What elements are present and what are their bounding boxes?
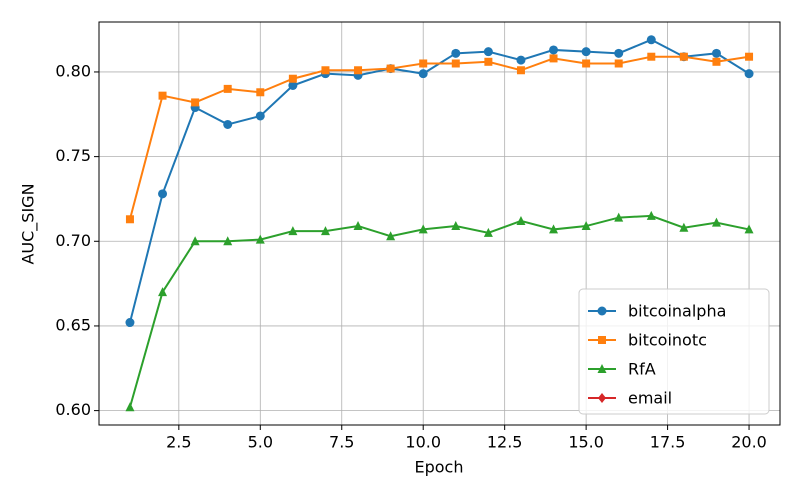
x-tick-label: 7.5 — [329, 433, 354, 452]
legend-label: bitcoinotc — [628, 331, 707, 350]
marker — [711, 217, 721, 227]
marker — [451, 59, 460, 68]
marker — [516, 55, 526, 65]
marker — [223, 236, 233, 246]
y-tick-label: 0.60 — [55, 400, 91, 419]
x-tick-label: 10.0 — [405, 433, 441, 452]
series-line — [128, 38, 750, 323]
marker — [614, 212, 624, 222]
marker — [353, 221, 363, 231]
marker — [679, 222, 689, 232]
y-tick-label: 0.70 — [55, 231, 91, 250]
x-tick-label: 15.0 — [568, 433, 604, 452]
marker — [321, 66, 330, 75]
marker — [418, 69, 428, 79]
marker — [597, 364, 607, 373]
marker — [288, 226, 298, 236]
marker — [598, 393, 606, 403]
marker — [125, 402, 135, 412]
y-tick-label: 0.75 — [55, 146, 91, 165]
marker — [158, 287, 168, 297]
legend-label: email — [628, 389, 672, 408]
marker — [712, 57, 721, 66]
marker — [484, 57, 493, 66]
marker — [125, 318, 135, 328]
marker — [190, 236, 200, 246]
marker — [581, 47, 591, 57]
marker — [614, 48, 624, 58]
marker — [744, 224, 754, 234]
marker — [255, 111, 265, 121]
marker — [597, 306, 607, 316]
marker — [451, 221, 461, 231]
marker — [581, 221, 591, 231]
plot-frame — [98, 21, 781, 426]
marker — [256, 88, 265, 97]
y-axis-label: AUC_SIGN — [19, 183, 39, 264]
marker — [158, 91, 167, 100]
marker — [451, 48, 461, 58]
x-tick-label: 17.5 — [650, 433, 686, 452]
marker — [158, 189, 168, 199]
x-tick-label: 20.0 — [731, 433, 767, 452]
marker — [288, 74, 297, 83]
x-tick-label: 2.5 — [166, 433, 191, 452]
marker — [646, 210, 656, 220]
marker — [582, 59, 591, 68]
marker — [516, 66, 525, 75]
marker — [745, 52, 754, 61]
marker — [125, 215, 134, 224]
marker — [288, 80, 298, 90]
series-line — [128, 55, 750, 220]
marker — [549, 224, 559, 234]
marker — [354, 66, 363, 75]
marker — [386, 64, 395, 73]
marker — [223, 84, 232, 93]
marker — [549, 54, 558, 63]
marker — [679, 52, 688, 61]
marker — [516, 215, 526, 225]
marker — [191, 98, 200, 107]
marker — [744, 69, 754, 79]
legend-label: bitcoinalpha — [628, 302, 726, 321]
marker — [255, 234, 265, 244]
x-axis-label: Epoch — [415, 458, 464, 477]
marker — [419, 59, 428, 68]
x-tick-label: 5.0 — [248, 433, 273, 452]
marker — [320, 226, 330, 236]
marker — [483, 47, 493, 57]
marker — [614, 59, 623, 68]
marker — [418, 224, 428, 234]
marker — [223, 119, 233, 129]
marker — [647, 52, 656, 61]
legend-label: RfA — [628, 360, 656, 379]
y-tick-label: 0.65 — [55, 315, 91, 334]
marker — [386, 231, 396, 241]
marker — [711, 48, 721, 58]
legend-box — [578, 288, 770, 415]
marker — [483, 227, 493, 237]
legend: bitcoinalpha bitcoinotc RfA email — [578, 288, 770, 415]
marker — [598, 336, 606, 344]
y-tick-label: 0.80 — [55, 61, 91, 80]
marker — [646, 35, 656, 45]
series-line — [128, 214, 750, 408]
marker — [549, 45, 559, 55]
x-tick-label: 12.5 — [487, 433, 523, 452]
